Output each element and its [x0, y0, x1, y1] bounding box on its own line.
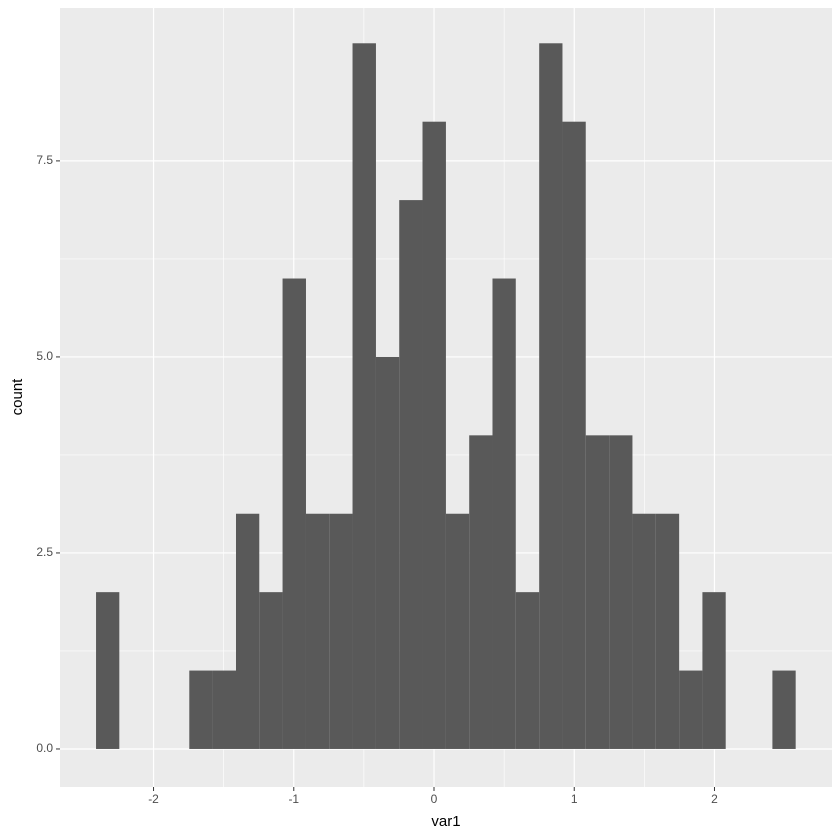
bar — [282, 278, 306, 749]
x-tick-label: 2 — [711, 792, 718, 806]
bar — [329, 513, 353, 749]
bar — [632, 513, 656, 749]
bar — [352, 43, 376, 749]
bar — [469, 435, 493, 749]
bar — [679, 670, 703, 749]
bar — [212, 670, 236, 749]
bar — [189, 670, 213, 749]
bar — [515, 592, 540, 749]
bar — [772, 670, 796, 749]
y-tick-label: 2.5 — [36, 545, 53, 559]
bar — [609, 435, 633, 749]
bar — [305, 513, 330, 749]
bar — [539, 43, 563, 749]
bar — [96, 592, 120, 749]
bar — [585, 435, 610, 749]
bar — [562, 121, 586, 749]
bar — [445, 513, 470, 749]
x-tick-label: 0 — [431, 792, 438, 806]
x-tick-label: 1 — [571, 792, 578, 806]
bar — [702, 592, 726, 749]
x-tick-label: -2 — [148, 792, 159, 806]
bar — [259, 592, 283, 749]
y-tick-label: 7.5 — [36, 153, 53, 167]
x-tick-label: -1 — [288, 792, 299, 806]
x-axis-title: var1 — [431, 813, 460, 830]
bar — [422, 121, 446, 749]
bar — [492, 278, 516, 749]
y-axis-title: count — [9, 378, 26, 416]
bar — [399, 200, 423, 749]
y-tick-label: 5.0 — [36, 349, 53, 363]
bar — [655, 513, 680, 749]
bar — [375, 356, 400, 749]
y-tick-label: 0.0 — [36, 741, 53, 755]
bar — [235, 513, 260, 749]
